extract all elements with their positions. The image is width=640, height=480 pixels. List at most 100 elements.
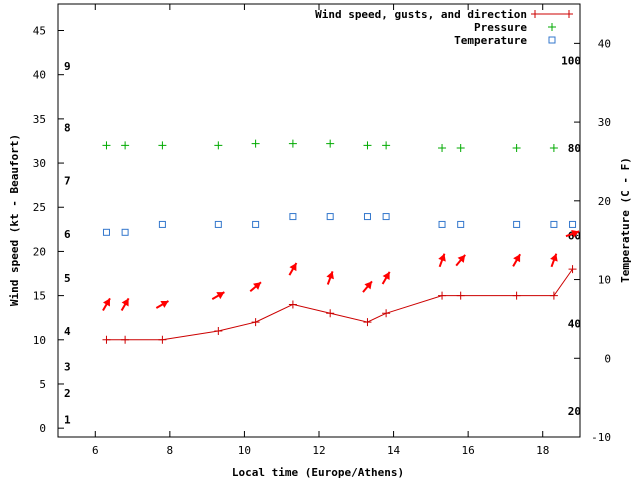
pressure-series <box>102 139 558 153</box>
y-tick-label: 30 <box>33 157 46 170</box>
wind-speed-point <box>214 326 223 335</box>
legend-marker-wind <box>531 10 539 18</box>
wind-speed-point <box>456 291 465 300</box>
wind-arrow-head <box>571 229 580 238</box>
wind-speed-point <box>438 291 447 300</box>
temperature-point <box>513 220 521 228</box>
temperature-point <box>121 228 129 236</box>
legend-label-temperature: Temperature <box>454 34 527 47</box>
plot-area <box>57 3 581 438</box>
y-tick-labels: 0 5 10 15 20 25 30 35 40 45 <box>33 25 46 436</box>
wind-speed-point <box>549 291 558 300</box>
temperature-point <box>102 228 110 236</box>
x-tick-label: 14 <box>387 444 401 457</box>
legend-label-wind: Wind speed, gusts, and direction <box>315 8 527 21</box>
wind-arrow <box>211 291 225 300</box>
pressure-point <box>438 144 447 153</box>
wind-arrow-head <box>364 281 372 290</box>
wind-arrow <box>550 253 558 268</box>
axis-ticks <box>58 4 580 438</box>
y-tick-label: 10 <box>33 334 46 347</box>
wind-arrow-head <box>160 300 169 308</box>
wind-speed-point <box>102 335 111 344</box>
beaufort-label: 2 <box>64 387 71 400</box>
legend-marker-temperature <box>548 36 556 44</box>
pressure-point <box>121 141 130 150</box>
wind-arrow-head <box>103 298 110 307</box>
beaufort-label: 1 <box>64 413 71 426</box>
x-tick-label: 12 <box>312 444 325 457</box>
temperature-point <box>214 220 222 228</box>
wind-speed-point <box>121 335 130 344</box>
wind-arrow-head <box>457 254 466 263</box>
wind-arrow-head <box>438 253 446 262</box>
pressure-point <box>382 141 391 150</box>
y2-axis-label: Temperature (C - F) <box>619 157 632 283</box>
y2-tick-label: 10 <box>598 274 611 287</box>
wind-arrow <box>512 253 521 267</box>
fahrenheit-label: 40 <box>568 318 581 331</box>
wind-speed-point <box>512 291 521 300</box>
x-tick-label: 6 <box>92 444 99 457</box>
temperature-point <box>438 220 446 228</box>
wind-speed-point <box>251 318 260 327</box>
y-axis-label: Wind speed (kt - Beaufort) <box>8 134 21 306</box>
legend-symbol-temperature <box>548 36 556 44</box>
wind-arrow <box>155 300 169 309</box>
wind-arrow <box>565 229 580 238</box>
pressure-point <box>456 144 465 153</box>
x-tick-labels: 6 8 10 12 14 16 18 <box>92 444 549 457</box>
x-tick-label: 18 <box>536 444 549 457</box>
wind-arrow <box>438 253 446 268</box>
beaufort-labels: 1 2 3 4 5 6 7 8 9 <box>64 60 71 426</box>
wind-arrow <box>249 281 262 293</box>
beaufort-label: 3 <box>64 360 71 373</box>
x-tick-label: 8 <box>167 444 174 457</box>
wind-arrow <box>288 262 298 276</box>
x-tick-label: 10 <box>238 444 251 457</box>
legend-marker-wind <box>565 10 573 18</box>
pressure-point <box>251 139 260 148</box>
temperature-point <box>550 220 558 228</box>
x-tick-label: 16 <box>462 444 475 457</box>
y-tick-label: 0 <box>39 422 46 435</box>
y2-tick-label: 20 <box>598 195 611 208</box>
legend-label-pressure: Pressure <box>474 21 527 34</box>
pressure-point <box>158 141 167 150</box>
wind-speed-line <box>106 268 573 341</box>
beaufort-label: 7 <box>64 175 71 188</box>
legend: Wind speed, gusts, and direction Pressur… <box>315 8 573 47</box>
pressure-point <box>326 139 335 148</box>
beaufort-label: 9 <box>64 60 71 73</box>
temperature-point <box>289 213 297 221</box>
pressure-point <box>512 144 521 153</box>
wind-arrow-head <box>121 298 129 307</box>
temperature-point <box>363 213 371 221</box>
fahrenheit-labels: 20406080100 <box>561 55 581 418</box>
legend-symbol-pressure <box>548 23 556 31</box>
legend-marker-pressure <box>548 23 556 31</box>
pressure-point <box>549 144 558 153</box>
temperature-point <box>158 220 166 228</box>
temperature-point <box>252 220 260 228</box>
pressure-point <box>102 141 111 150</box>
y2-tick-label: 40 <box>598 37 611 50</box>
wind-speed-point <box>382 309 391 318</box>
wind-arrow <box>326 271 334 285</box>
fahrenheit-label: 100 <box>561 55 581 68</box>
wind-arrow <box>362 280 373 293</box>
pressure-point <box>214 141 223 150</box>
y-tick-label: 15 <box>33 290 46 303</box>
wind-arrow-head <box>550 253 558 262</box>
legend-symbol-wind <box>531 10 573 18</box>
temperature-series <box>102 213 577 236</box>
pressure-point <box>363 141 372 150</box>
wind-arrow <box>381 271 391 285</box>
wind-speed-point <box>288 300 297 309</box>
y-tick-label: 40 <box>33 69 46 82</box>
y-tick-label: 35 <box>33 113 46 126</box>
wind-direction-arrows <box>102 229 580 312</box>
temperature-point <box>382 213 390 221</box>
wind-speed-point <box>363 318 372 327</box>
y2-tick-labels: -10 0 10 20 30 40 <box>591 37 611 444</box>
